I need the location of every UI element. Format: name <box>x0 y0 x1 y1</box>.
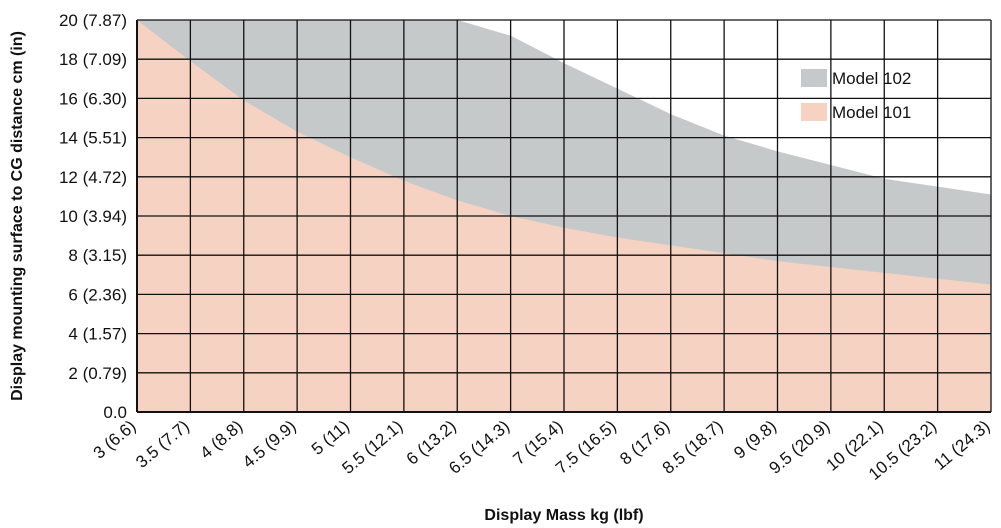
y-tick-label: 12 (4.72) <box>59 168 127 187</box>
x-tick-label: 4 (8.8) <box>196 417 246 463</box>
x-axis-title: Display Mass kg (lbf) <box>484 507 643 524</box>
y-tick-label: 2 (0.79) <box>68 364 127 383</box>
y-tick-labels: 0.0 2 (0.79) 4 (1.57) 6 (2.36) 8 (3.15) 10 (3… <box>59 11 127 422</box>
y-tick-label: 18 (7.09) <box>59 50 127 69</box>
x-tick-label: 3.5 (7.7) <box>132 417 193 472</box>
legend-swatch-model-101 <box>801 103 827 121</box>
x-tick-label: 5 (11) <box>308 417 353 459</box>
legend-label: Model 101 <box>832 103 911 122</box>
x-tick-label: 9 (9.8) <box>730 417 780 463</box>
x-tick-label: 4.5 (9.9) <box>239 417 300 472</box>
y-tick-label: 10 (3.94) <box>59 207 127 226</box>
x-tick-label: 8.5 (18.7) <box>659 417 727 478</box>
y-tick-label: 20 (7.87) <box>59 11 127 30</box>
chart-axes <box>136 20 991 413</box>
y-tick-label: 8 (3.15) <box>68 246 127 265</box>
legend-label: Model 102 <box>832 69 911 88</box>
legend-swatch-model-102 <box>801 69 827 87</box>
chart-grid <box>136 19 992 413</box>
x-tick-label: 5.5 (12.1) <box>338 417 406 478</box>
x-tick-label: 9.5 (20.9) <box>765 417 833 478</box>
x-tick-label: 7.5 (16.5) <box>552 417 620 478</box>
y-tick-label: 16 (6.30) <box>59 89 127 108</box>
y-axis-title: Display mounting surface to CG distance … <box>9 31 26 401</box>
x-tick-label: 3 (6.6) <box>90 417 140 463</box>
y-tick-label: 4 (1.57) <box>68 325 127 344</box>
x-tick-labels: 3 (6.6)3.5 (7.7) 4 (8.8)4.5 (9.9) 5 (11)5.… <box>90 417 994 484</box>
y-tick-label: 6 (2.36) <box>68 285 127 304</box>
x-tick-label: 6.5 (14.3) <box>445 417 513 478</box>
legend: Model 102 Model 101 <box>801 69 911 122</box>
y-tick-label: 0.0 <box>103 403 127 422</box>
x-tick-label: 11 (24.3) <box>930 417 993 474</box>
y-tick-label: 14 (5.51) <box>59 129 127 148</box>
